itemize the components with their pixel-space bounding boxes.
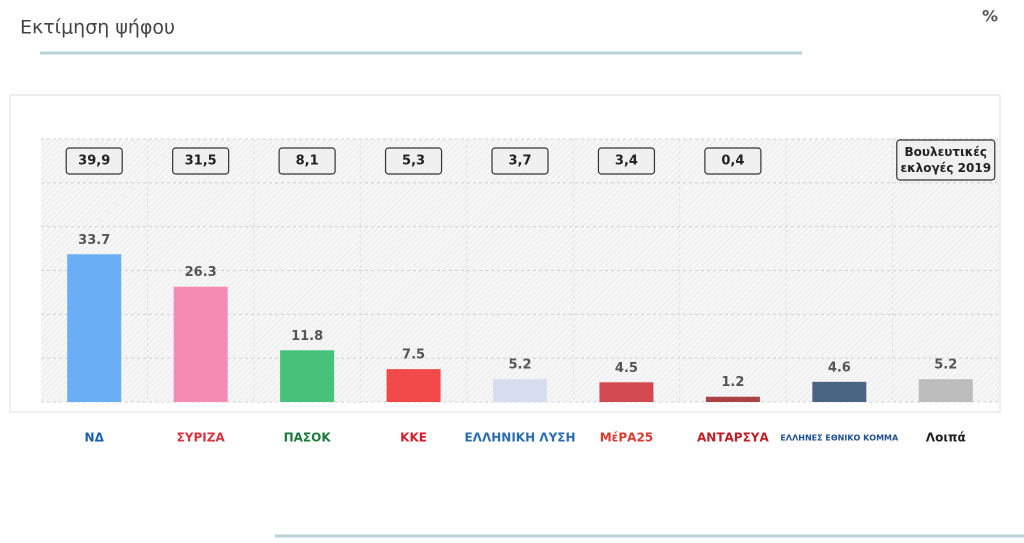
- reference-box: [65, 147, 123, 175]
- data-label: 5.2: [934, 358, 957, 373]
- party-label: Λοιπά: [926, 431, 966, 445]
- data-label: 4.6: [828, 360, 851, 375]
- data-label: 26.3: [185, 265, 217, 280]
- data-label: 33.7: [78, 233, 110, 248]
- party-label: ΚΚΕ: [400, 431, 427, 445]
- reference-label: 0,4: [721, 154, 744, 169]
- reference-box: [491, 147, 549, 175]
- bar: [918, 379, 973, 402]
- bar: [705, 396, 760, 402]
- party-label: ΣΥΡΙΖΑ: [177, 431, 226, 445]
- party-label: ΠΑΣΟΚ: [284, 431, 332, 445]
- bar: [173, 286, 228, 402]
- reference-legend-box: [896, 139, 996, 181]
- party-label: ΑΝΤΑΡΣΥΑ: [697, 431, 769, 445]
- party-label: ΝΔ: [85, 431, 105, 445]
- bar: [812, 381, 867, 402]
- reference-label: 8,1: [296, 154, 319, 169]
- unit: %: [982, 7, 998, 26]
- bar: [280, 350, 335, 402]
- party-label: ΕΛΛΗΝΕΣ ΕΘΝΙΚΟ ΚΟΜΜΑ: [780, 434, 899, 443]
- title: Εκτίμηση ψήφου: [20, 17, 175, 39]
- bar: [493, 379, 547, 402]
- bar: [67, 254, 122, 402]
- data-label: 5.2: [508, 358, 531, 373]
- reference-box: [597, 147, 656, 175]
- reference-legend: Βουλευτικές εκλογές 2019: [900, 145, 991, 175]
- data-label: 11.8: [291, 329, 323, 344]
- reference-label: 3,7: [508, 154, 531, 169]
- reference-label: 5,3: [402, 154, 425, 169]
- data-label: 7.5: [402, 348, 425, 363]
- reference-label: 39,9: [78, 154, 110, 169]
- reference-label: 3,4: [615, 154, 638, 169]
- data-label: 1.2: [721, 375, 744, 390]
- reference-box: [704, 147, 762, 175]
- reference-label: 31,5: [185, 154, 217, 169]
- reference-box: [172, 147, 230, 175]
- bar: [599, 382, 654, 402]
- reference-box: [384, 147, 443, 175]
- bar: [386, 369, 441, 402]
- reference-box: [278, 147, 336, 175]
- party-label: ΜέΡΑ25: [600, 431, 653, 445]
- party-label: ΕΛΛΗΝΙΚΗ ΛΥΣΗ: [464, 431, 575, 445]
- data-label: 4.5: [615, 361, 638, 376]
